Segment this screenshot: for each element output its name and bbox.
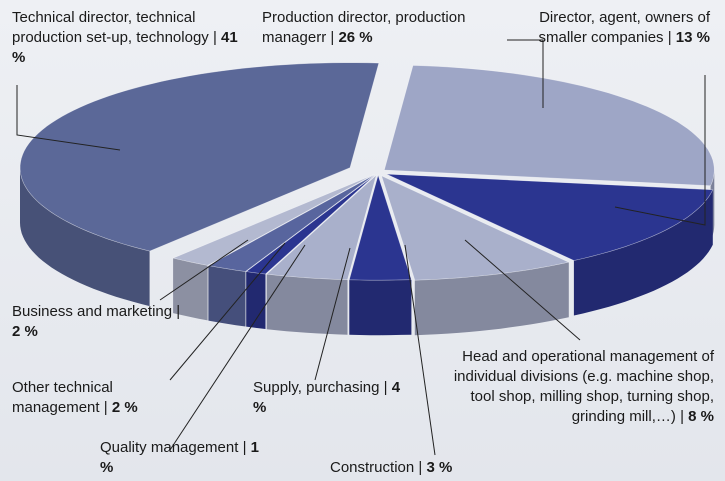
- category-name: Business and marketing: [12, 303, 173, 320]
- leader-line: [464, 239, 581, 341]
- slice-side: [208, 265, 246, 327]
- slice: [207, 174, 375, 272]
- slice: [172, 174, 374, 266]
- slice-label: Supply, purchasing | 4 %: [253, 378, 403, 418]
- separator: |: [667, 29, 672, 46]
- leader-line: [169, 242, 286, 381]
- slice: [381, 175, 570, 281]
- leader-line: [314, 247, 351, 381]
- slice: [19, 62, 380, 252]
- leader-line: [16, 85, 121, 151]
- category-name: Construction: [330, 459, 415, 476]
- slice-side: [573, 189, 713, 316]
- category-name: Technical director, technical production…: [12, 9, 209, 46]
- value-label: 8 %: [688, 408, 714, 425]
- leader-line: [159, 239, 249, 301]
- value-label: 2 %: [111, 399, 138, 416]
- slice-side: [349, 279, 412, 336]
- separator: |: [242, 439, 247, 456]
- slice-label: Construction | 3 %: [330, 458, 500, 478]
- category-name: Production director, production managerr: [262, 9, 466, 46]
- value-label: 4 %: [253, 379, 401, 416]
- slice-side: [266, 274, 348, 335]
- separator: |: [103, 399, 108, 416]
- value-label: 1 %: [100, 439, 259, 476]
- slice-label: Technical director, technical production…: [12, 8, 252, 68]
- leader-line: [404, 244, 436, 456]
- leader-line: [169, 244, 306, 451]
- slice-label: Other technical management | 2 %: [12, 378, 182, 418]
- slice-side: [414, 262, 569, 336]
- slice-label: Business and marketing | 2 %: [12, 302, 182, 342]
- separator: |: [680, 408, 684, 425]
- category-name: Other technical management: [12, 379, 113, 416]
- value-label: 26 %: [338, 29, 373, 46]
- separator: |: [418, 459, 423, 476]
- slice-side: [20, 167, 150, 307]
- separator: |: [330, 29, 335, 46]
- value-label: 2 %: [12, 323, 38, 340]
- separator: |: [176, 303, 181, 320]
- leader-line: [507, 39, 544, 108]
- slice-label: Head and operational management of indiv…: [452, 347, 714, 427]
- separator: |: [212, 29, 217, 46]
- slice: [245, 174, 376, 275]
- category-name: Quality management: [100, 439, 239, 456]
- value-label: 41 %: [12, 29, 238, 66]
- slice-label: Production director, production managerr…: [262, 8, 512, 48]
- separator: |: [383, 379, 388, 396]
- slice-label: Quality management | 1 %: [100, 438, 270, 478]
- slice: [383, 65, 715, 187]
- leader-line: [614, 75, 706, 226]
- slice-side: [246, 271, 266, 329]
- value-label: 3 %: [426, 459, 453, 476]
- slice: [348, 174, 412, 281]
- value-label: 13 %: [675, 29, 710, 46]
- category-name: Director, agent, owners of smaller compa…: [538, 9, 711, 46]
- category-name: Head and operational management of indiv…: [453, 348, 714, 425]
- category-name: Supply, purchasing: [253, 379, 380, 396]
- slice-label: Director, agent, owners of smaller compa…: [500, 8, 711, 48]
